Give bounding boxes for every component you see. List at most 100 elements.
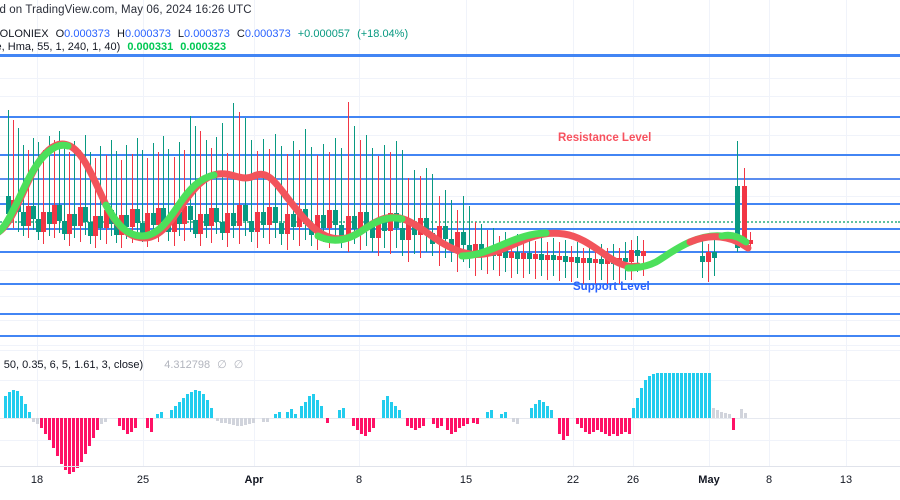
histogram-bar bbox=[368, 418, 371, 432]
price-level-line[interactable] bbox=[0, 251, 900, 253]
hma-ribbon-up-segment-6 bbox=[718, 231, 750, 246]
histogram-bar bbox=[422, 418, 425, 426]
histogram-bar bbox=[382, 400, 385, 418]
x-axis-tick-15[interactable]: 15 bbox=[459, 474, 473, 486]
price-level-line[interactable] bbox=[0, 178, 900, 180]
histogram-bar bbox=[170, 410, 173, 418]
histogram-bar bbox=[126, 418, 129, 434]
candle-body bbox=[515, 252, 520, 259]
candle-body bbox=[172, 212, 177, 232]
histogram-bar bbox=[36, 418, 39, 424]
candle-body bbox=[593, 259, 598, 263]
candle-wick bbox=[17, 128, 20, 232]
histogram-bar bbox=[562, 418, 565, 440]
candle-body bbox=[581, 258, 586, 263]
histogram-bar bbox=[440, 418, 443, 426]
histogram-bar bbox=[88, 418, 91, 446]
candle-wick bbox=[226, 153, 229, 247]
histogram-bar bbox=[458, 418, 461, 428]
candle-body bbox=[36, 219, 41, 232]
histogram-bar bbox=[248, 418, 251, 424]
histogram-bar bbox=[24, 404, 27, 418]
candle-body bbox=[62, 221, 67, 234]
tradingview-watermark: ished on TradingView.com, May 06, 2024 1… bbox=[0, 4, 252, 16]
histogram-bar bbox=[316, 400, 319, 418]
candle-wick bbox=[570, 246, 573, 282]
price-level-line[interactable] bbox=[0, 313, 900, 315]
candle-body bbox=[509, 252, 514, 258]
x-axis-tick-26[interactable]: 26 bbox=[626, 474, 640, 486]
candle-wick bbox=[215, 137, 218, 234]
candle-wick bbox=[328, 152, 331, 248]
histogram-bar bbox=[342, 408, 345, 418]
histogram-bar bbox=[76, 418, 79, 468]
candle-body bbox=[255, 212, 260, 232]
histogram-bar bbox=[228, 418, 231, 424]
candle-body bbox=[267, 207, 272, 225]
price-indicator-params[interactable]: close, Hma, 55, 1, 240, 1, 40) bbox=[0, 41, 121, 53]
histogram-bar bbox=[320, 406, 323, 418]
x-axis-tick-18[interactable]: 18 bbox=[30, 474, 44, 486]
candle-body bbox=[204, 214, 209, 226]
price-level-line[interactable] bbox=[0, 116, 900, 118]
price-level-line[interactable] bbox=[0, 283, 900, 285]
price-level-line[interactable] bbox=[0, 203, 900, 205]
candle-body bbox=[198, 214, 203, 234]
candle-body bbox=[243, 205, 248, 221]
open-label: O bbox=[55, 28, 65, 40]
histogram-bar bbox=[220, 418, 223, 423]
histogram-bar bbox=[708, 373, 711, 418]
histogram-bar bbox=[580, 418, 583, 428]
x-axis-tick-may[interactable]: May bbox=[698, 474, 720, 486]
histogram-bar bbox=[696, 373, 699, 418]
histogram-bar bbox=[466, 418, 469, 424]
high-value: 0.000373 bbox=[125, 28, 171, 40]
candle-wick bbox=[498, 236, 501, 276]
candle-wick bbox=[115, 151, 118, 243]
candle-body bbox=[78, 207, 83, 226]
candle-wick bbox=[146, 158, 149, 247]
candle-body bbox=[237, 205, 242, 226]
histogram-bar bbox=[286, 412, 289, 418]
candle-body bbox=[279, 223, 284, 234]
histogram-bar bbox=[300, 406, 303, 418]
histogram-bar bbox=[224, 418, 227, 423]
histogram-bar bbox=[338, 410, 341, 418]
candle-wick bbox=[468, 206, 471, 268]
volume-indicator-params[interactable]: close, 50, 0.35, 6, 5, 1.61, 3, close) bbox=[0, 359, 144, 371]
x-axis-tick-13[interactable]: 13 bbox=[839, 474, 853, 486]
candle-wick bbox=[298, 150, 301, 246]
price-level-line[interactable] bbox=[0, 154, 900, 156]
histogram-bar bbox=[160, 412, 163, 418]
histogram-bar bbox=[202, 394, 205, 418]
price-level-line[interactable] bbox=[0, 55, 900, 57]
candle-body bbox=[346, 216, 351, 236]
histogram-bar bbox=[672, 373, 675, 418]
hma-ribbon-up-segment-1 bbox=[0, 141, 72, 236]
histogram-bar bbox=[244, 418, 247, 425]
candle-wick bbox=[340, 148, 343, 248]
histogram-bar bbox=[216, 418, 219, 421]
candle-body bbox=[220, 222, 225, 233]
histogram-bar bbox=[704, 373, 707, 418]
x-axis-tick-8[interactable]: 8 bbox=[765, 474, 773, 486]
price-level-line[interactable] bbox=[0, 228, 900, 230]
histogram-bar bbox=[48, 418, 51, 440]
x-axis-tick-22[interactable]: 22 bbox=[566, 474, 580, 486]
x-axis-tick-8[interactable]: 8 bbox=[355, 474, 363, 486]
x-axis-tick-25[interactable]: 25 bbox=[136, 474, 150, 486]
histogram-bar bbox=[198, 391, 201, 418]
histogram-bar bbox=[472, 418, 475, 423]
x-axis-tick-apr[interactable]: Apr bbox=[244, 474, 264, 486]
candle-body bbox=[339, 225, 344, 236]
candle-body bbox=[449, 239, 454, 248]
candle-wick bbox=[304, 129, 307, 240]
symbol-interval-label[interactable]: 4h, POLONIEX bbox=[0, 28, 49, 40]
histogram-bar bbox=[648, 376, 651, 418]
high-label: H bbox=[117, 28, 125, 40]
candle-body bbox=[31, 206, 36, 219]
price-level-line[interactable] bbox=[0, 335, 900, 337]
candle-body bbox=[358, 212, 363, 229]
candle-wick bbox=[642, 240, 645, 276]
panel-separator bbox=[0, 350, 900, 351]
